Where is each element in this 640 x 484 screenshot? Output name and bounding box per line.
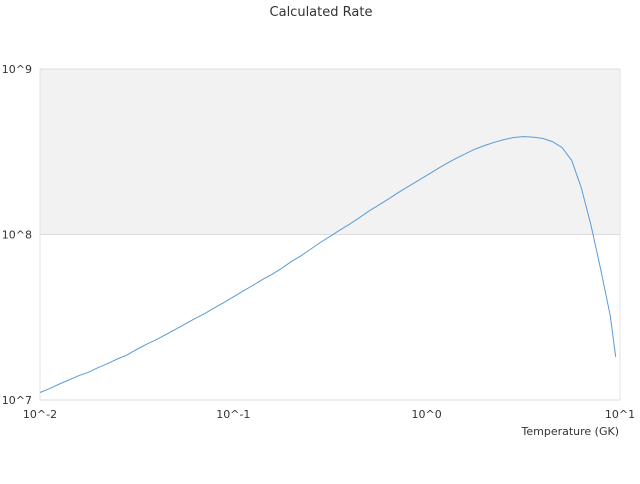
x-tick-label: 10^-2 [23,408,57,421]
y-tick-label: 10^8 [2,229,32,242]
chart-title: Calculated Rate [270,5,373,20]
shaded-band [40,69,620,235]
x-tick-label: 10^0 [412,408,442,421]
x-tick-label: 10^-1 [216,408,250,421]
rate-series-line [39,136,617,393]
series-layer [39,136,617,393]
gridlines [39,68,621,401]
y-tick-label: 10^9 [2,63,32,76]
shaded-band-layer [40,69,620,235]
x-tick-label: 10^1 [605,408,635,421]
y-tick-label: 10^7 [2,394,32,407]
axis-ticks: 10^7 10^8 10^9 10^-2 10^-1 10^0 10^1 [2,63,635,421]
x-axis-label: Temperature (GK) [521,425,620,438]
